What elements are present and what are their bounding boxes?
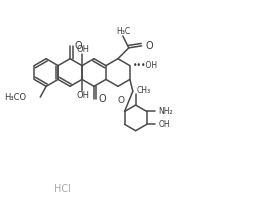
Text: O: O bbox=[145, 41, 153, 51]
Text: NH₂: NH₂ bbox=[159, 107, 173, 116]
Text: O: O bbox=[99, 94, 107, 104]
Text: H₃CO: H₃CO bbox=[4, 93, 26, 102]
Text: HCl: HCl bbox=[54, 184, 71, 194]
Text: •••OH: •••OH bbox=[133, 61, 158, 70]
Text: OH: OH bbox=[76, 45, 89, 54]
Text: O: O bbox=[118, 96, 125, 105]
Text: CH₃: CH₃ bbox=[137, 86, 151, 95]
Text: OH: OH bbox=[159, 120, 170, 129]
Text: O: O bbox=[75, 41, 83, 51]
Text: H₃C: H₃C bbox=[116, 27, 130, 36]
Text: OH: OH bbox=[76, 91, 89, 100]
